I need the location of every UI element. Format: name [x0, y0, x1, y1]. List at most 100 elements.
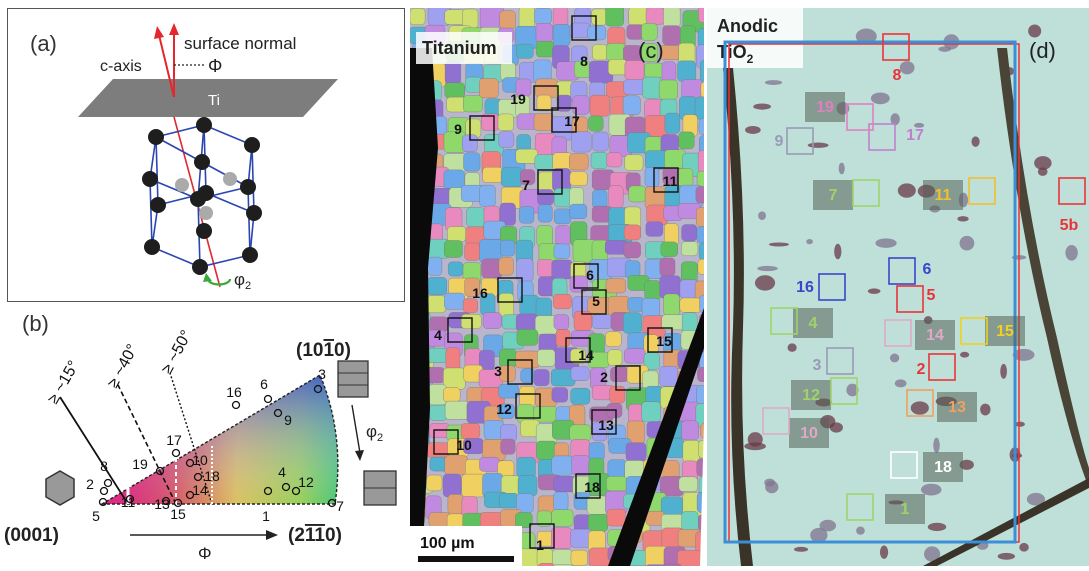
oxide-grain — [1038, 167, 1048, 176]
pole-2-1-10: (2110) — [288, 525, 342, 546]
ebsd-grain — [590, 95, 610, 116]
pole-10-10: (1010) — [296, 340, 351, 361]
ebsd-grain — [607, 153, 622, 167]
grain-label-d-10: 10 — [800, 425, 818, 442]
grain-label-c-3: 3 — [494, 363, 502, 379]
scale-bar-label: 100 µm — [420, 535, 475, 552]
grain-label-c-12: 12 — [496, 401, 512, 417]
ebsd-grain — [557, 95, 571, 111]
hcp-schematic: (a) Ti surface normal c-axis Φ — [8, 9, 403, 300]
ebsd-grain — [427, 277, 447, 294]
ebsd-grain — [625, 155, 643, 171]
ebsd-grain — [483, 167, 503, 182]
oxide-grain — [744, 442, 766, 450]
phi2-b-label: φ2 — [366, 422, 383, 444]
ipf-point-label-9: 9 — [284, 412, 292, 428]
grain-label-c-19: 19 — [510, 91, 526, 107]
ebsd-grain — [534, 8, 551, 24]
ebsd-grain — [554, 209, 571, 224]
grain-label-d-15: 15 — [996, 323, 1014, 340]
ebsd-grain — [623, 313, 641, 334]
ebsd-grain — [624, 242, 641, 258]
ebsd-grain — [571, 388, 590, 404]
grain-label-d-4: 4 — [809, 315, 818, 332]
tio2-title-line1: Anodic — [717, 16, 778, 36]
oxide-grain — [895, 379, 907, 387]
ebsd-grain — [448, 494, 463, 514]
ebsd-grain — [518, 476, 537, 496]
ebsd-grain — [570, 425, 591, 441]
ipf-point-2 — [101, 488, 108, 495]
grain-label-d-14: 14 — [926, 327, 944, 344]
grain-label-c-4: 4 — [434, 327, 442, 343]
ebsd-grain — [623, 96, 640, 115]
oxide-grain — [890, 354, 899, 363]
ipf-point-label-11: 11 — [121, 494, 136, 510]
ipf-point-label-1: 1 — [262, 508, 270, 524]
ebsd-grain — [554, 244, 570, 259]
oxide-grain — [769, 242, 789, 246]
line-50-label: ≥ ~50° — [159, 328, 196, 377]
ebsd-grain — [445, 401, 469, 419]
ebsd-grain — [682, 225, 697, 242]
ebsd-grain — [625, 60, 644, 80]
ebsd-grain — [642, 402, 661, 422]
oxide-grain — [900, 61, 915, 74]
oxide-grain — [806, 239, 813, 244]
grain-label-d-6: 6 — [923, 261, 932, 278]
ebsd-grain — [697, 367, 704, 381]
panel-d-label: (d) — [1029, 38, 1056, 63]
grain-label-c-14: 14 — [578, 347, 594, 363]
ebsd-grain — [629, 8, 647, 26]
ebsd-grain — [607, 43, 626, 60]
ebsd-grain — [606, 279, 626, 293]
oxide-grain — [1000, 364, 1007, 379]
ebsd-grain — [646, 222, 663, 237]
ebsd-grain — [427, 443, 449, 458]
ebsd-grain — [462, 474, 485, 497]
hexagon-icon — [46, 471, 74, 505]
oxide-grain — [921, 484, 942, 496]
oxide-grain — [980, 404, 990, 416]
oxide-grain — [753, 104, 771, 110]
pole-0001: (0001) — [4, 525, 59, 546]
ebsd-grain — [498, 114, 514, 131]
ebsd-grain — [443, 388, 460, 402]
ebsd-grain — [646, 8, 664, 24]
ebsd-grain — [610, 386, 625, 403]
ebsd-grain — [645, 167, 659, 187]
oxide-grain — [971, 136, 979, 147]
ebsd-grain — [517, 329, 538, 345]
ebsd-grain — [645, 63, 664, 78]
oxide-grain — [960, 352, 969, 358]
ebsd-grain — [699, 119, 704, 135]
ebsd-grain — [537, 349, 555, 366]
ebsd-grain — [608, 59, 627, 75]
grain-label-d-2: 2 — [917, 361, 926, 378]
ebsd-grain — [698, 150, 704, 173]
grain-label-d-17: 17 — [906, 127, 924, 144]
ebsd-grain — [445, 83, 465, 98]
ebsd-grain — [681, 421, 698, 440]
ipf-point-label-15: 15 — [170, 506, 186, 522]
ipf-point-label-19: 19 — [132, 456, 148, 472]
ebsd-grain — [536, 41, 554, 57]
ebsd-grain — [700, 60, 704, 82]
oxide-grain — [834, 244, 841, 260]
ebsd-grain — [591, 152, 607, 168]
oxide-grain — [755, 275, 775, 290]
ebsd-grain — [537, 95, 551, 111]
oxide-grain — [757, 266, 778, 271]
oxide-grain — [794, 547, 808, 552]
ebsd-grain — [592, 190, 607, 209]
ebsd-grain — [444, 293, 464, 309]
grain-label-d-3: 3 — [813, 357, 822, 374]
ebsd-grain — [701, 82, 704, 98]
ebsd-grain — [553, 294, 571, 309]
ebsd-grain — [698, 28, 704, 47]
ebsd-grain — [534, 114, 554, 131]
grain-label-d-16: 16 — [796, 279, 814, 296]
ebsd-grain — [660, 366, 678, 386]
oxide-grain — [933, 438, 939, 453]
